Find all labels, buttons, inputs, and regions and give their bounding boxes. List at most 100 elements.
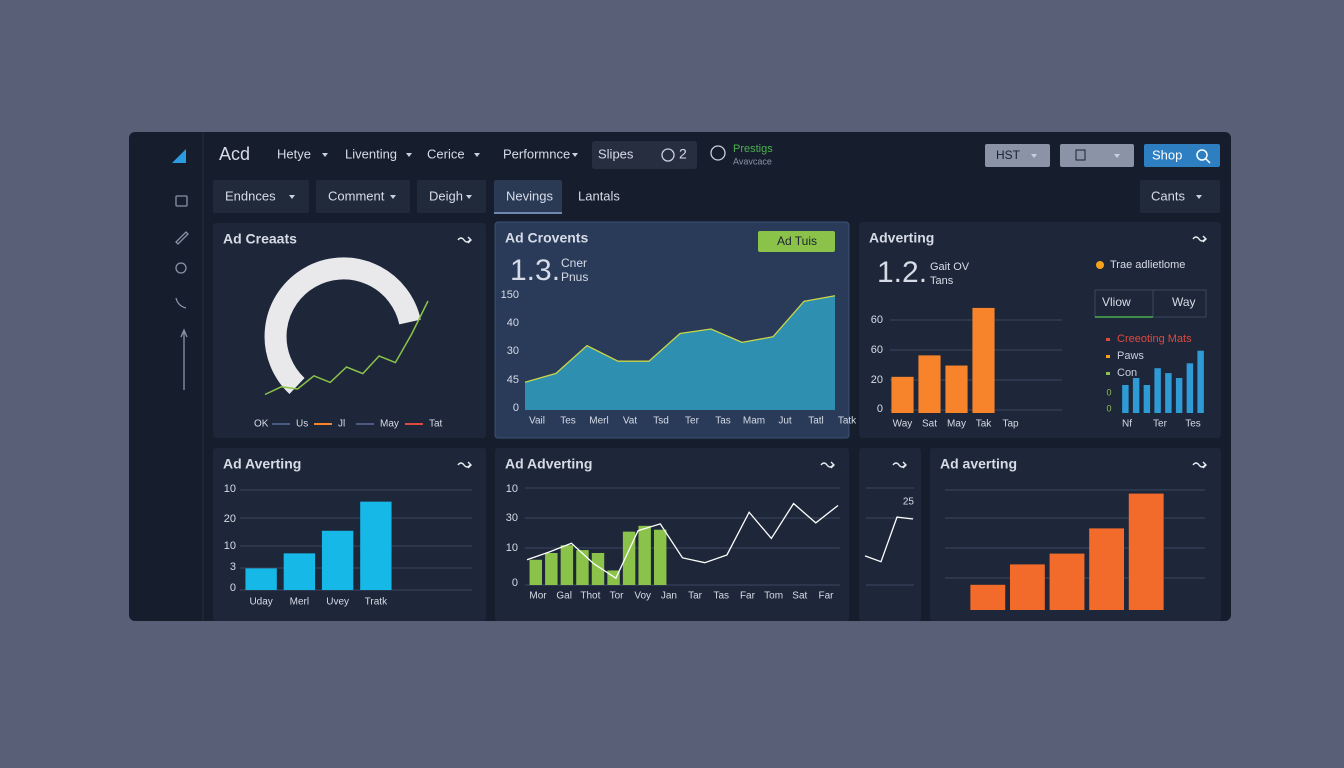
caret [1196, 195, 1202, 199]
panel [213, 223, 486, 438]
clock-icon [661, 148, 675, 162]
logo [172, 149, 186, 163]
x-tick-label: Tom [764, 591, 783, 602]
x-tick-label: Sat [922, 419, 937, 430]
kpi: 1.3. [510, 254, 560, 287]
tab-label: Cants [1151, 188, 1185, 203]
bar [283, 553, 316, 590]
legend-label: Tat [429, 419, 443, 430]
bar [1175, 378, 1183, 413]
menu-item[interactable]: Performnce [503, 146, 570, 161]
bar [1165, 373, 1172, 413]
legend-label: Trae adlietlome [1110, 259, 1185, 271]
tab[interactable] [494, 180, 562, 213]
y-tick-label: 30 [507, 345, 519, 357]
bar [591, 552, 605, 585]
x-tick-label: Jut [778, 416, 792, 427]
bar [576, 550, 589, 585]
caret [289, 195, 295, 199]
menu-item[interactable]: Hetye [277, 146, 311, 161]
panel-icon[interactable] [457, 236, 472, 244]
x-tick-label: Merl [589, 416, 608, 427]
legend-label: Creeoting Mats [1117, 333, 1192, 345]
y-tick-label: 20 [871, 374, 883, 386]
caret [474, 153, 480, 157]
panel-title: Adverting [869, 230, 934, 246]
tab[interactable] [316, 180, 410, 213]
line [864, 516, 914, 563]
kpi: 1.2. [877, 256, 927, 289]
bar [1122, 385, 1129, 413]
legend-label: Con [1117, 367, 1137, 379]
tab-label: Comment [328, 188, 385, 203]
x-tick-label: Tes [560, 416, 576, 427]
panel [859, 448, 921, 621]
panel-icon[interactable] [820, 461, 835, 469]
x-tick-label: Thot [580, 591, 600, 602]
kpi-label: Cner [561, 256, 587, 270]
slides-box[interactable] [592, 141, 697, 169]
bar [1089, 528, 1125, 610]
tab[interactable] [213, 180, 309, 213]
bar [245, 568, 277, 590]
button[interactable] [1060, 144, 1134, 167]
x-tick-label: Tar [688, 591, 703, 602]
x-tick-label: Vat [623, 416, 637, 427]
caret [406, 153, 412, 157]
panel-icon[interactable] [1192, 461, 1207, 469]
caret [1114, 154, 1120, 158]
button[interactable] [985, 144, 1050, 167]
y-tick-label: 3 [230, 561, 236, 573]
y-tick-label: 0 [513, 402, 519, 414]
bar [654, 529, 667, 585]
bar [918, 355, 941, 413]
bar [1128, 493, 1164, 610]
x-tick-label: Uvey [326, 597, 349, 608]
x-tick-label: Tor [610, 591, 625, 602]
bar [545, 552, 558, 585]
y-tick-label: 10 [224, 540, 236, 552]
x-tick-label: Tatl [808, 416, 824, 427]
panel-title: Ad averting [940, 456, 1017, 472]
line [264, 300, 429, 396]
area [525, 295, 835, 410]
count: 2 [679, 146, 687, 162]
x-tick-label: Uday [249, 597, 272, 608]
x-tick-label: Far [819, 591, 835, 602]
tab[interactable] [1140, 180, 1220, 213]
menu-item[interactable]: Cerice [427, 146, 465, 161]
bar [360, 501, 392, 590]
panel-icon[interactable] [892, 461, 907, 469]
bar [638, 525, 651, 585]
y-tick-label: 0 [1106, 403, 1111, 413]
x-tick-label: Nf [1122, 419, 1132, 430]
panel-icon[interactable] [457, 461, 472, 469]
toggle-label: Way [1172, 295, 1196, 309]
legend-swatch [1106, 338, 1110, 341]
x-tick-label: Tas [715, 416, 731, 427]
y-tick-label: 0 [1106, 387, 1111, 397]
bar [622, 531, 636, 585]
bar [945, 365, 968, 413]
button[interactable] [758, 231, 835, 252]
kpi-label: Pnus [561, 270, 588, 284]
panel-icon[interactable] [1192, 235, 1207, 243]
y-tick-label: 30 [506, 512, 518, 524]
x-tick-label: May [947, 419, 966, 430]
caret [466, 195, 472, 199]
x-tick-label: Merl [290, 597, 309, 608]
caret [322, 153, 328, 157]
search-icon [1205, 158, 1211, 164]
bar [891, 376, 914, 413]
tab[interactable] [417, 180, 486, 213]
x-tick-label: Vail [529, 416, 545, 427]
legend-swatch [1106, 355, 1110, 358]
bar [1154, 368, 1161, 413]
toggle[interactable] [1152, 289, 1207, 318]
slides: Slipes [598, 146, 634, 161]
y-tick-label: 10 [224, 483, 236, 495]
menu-item[interactable]: Liventing [345, 146, 397, 161]
legend-label: Paws [1117, 350, 1144, 362]
button-label: Shop [1152, 147, 1182, 162]
x-tick-label: Sat [792, 591, 807, 602]
